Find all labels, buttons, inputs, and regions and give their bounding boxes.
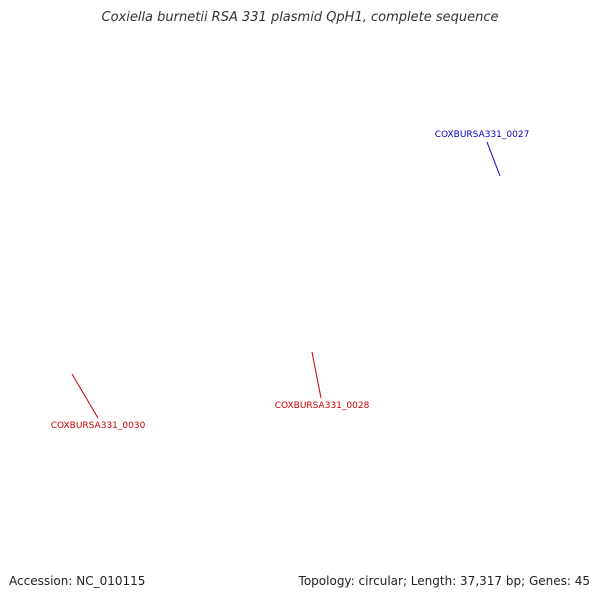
gene-label-0030-leader <box>71 373 99 419</box>
gene-label-0030: COXBURSA331_0030 <box>51 421 146 431</box>
topology-summary: Topology: circular; Length: 37,317 bp; G… <box>298 574 590 588</box>
map-title: Coxiella burnetii RSA 331 plasmid QpH1, … <box>101 10 499 25</box>
accession-text: Accession: NC_010115 <box>9 574 146 588</box>
gene-label-0027: COXBURSA331_0027 <box>435 130 530 140</box>
labels: COXBURSA331_0027 COXBURSA331_0028 COXBURSA… <box>51 130 530 431</box>
gene-label-0028: COXBURSA331_0028 <box>275 401 370 411</box>
gene-label-0027-leader <box>486 141 501 177</box>
gene-label-0028-leader <box>311 351 322 399</box>
